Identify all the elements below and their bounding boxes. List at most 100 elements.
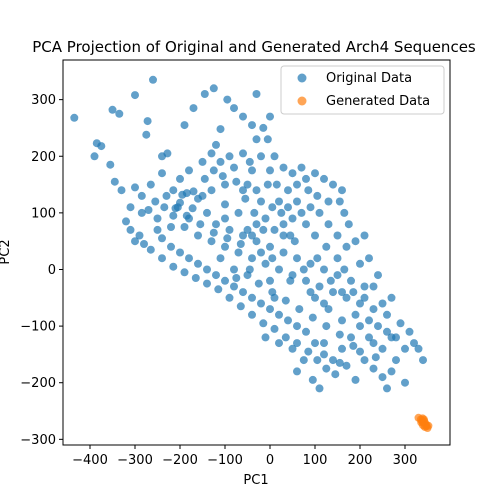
point-original-189 (181, 268, 189, 276)
point-original-83 (370, 305, 378, 313)
point-original-181 (271, 325, 279, 333)
point-original-31 (201, 90, 209, 98)
point-original-263 (273, 181, 281, 189)
chart-title: PCA Projection of Original and Generated… (32, 38, 476, 56)
point-original-196 (176, 175, 184, 183)
point-original-260 (199, 192, 207, 200)
x-tick-label: 200 (348, 453, 373, 468)
point-original-254 (327, 277, 335, 285)
point-original-104 (257, 300, 265, 308)
point-original-20 (210, 166, 218, 174)
x-tick-label: −200 (162, 453, 198, 468)
point-original-222 (419, 356, 427, 364)
point-original-148 (293, 198, 301, 206)
x-tick-label: 0 (266, 453, 274, 468)
point-original-133 (298, 209, 306, 217)
point-original-91 (374, 322, 382, 330)
point-original-110 (203, 266, 211, 274)
point-original-23 (239, 149, 247, 157)
point-original-255 (340, 266, 348, 274)
point-original-149 (284, 203, 292, 211)
point-original-73 (235, 249, 243, 257)
point-original-246 (268, 254, 276, 262)
point-original-176 (322, 365, 330, 373)
point-original-75 (262, 260, 270, 268)
point-original-200 (217, 158, 225, 166)
point-original-101 (284, 316, 292, 324)
point-original-236 (320, 300, 328, 308)
point-original-142 (345, 220, 353, 228)
point-original-271 (174, 203, 182, 211)
point-original-22 (226, 152, 234, 160)
point-original-71 (208, 237, 216, 245)
series-generated-data (415, 414, 433, 432)
point-original-259 (221, 181, 229, 189)
point-original-190 (169, 263, 177, 271)
point-original-221 (415, 345, 423, 353)
point-original-26 (230, 104, 238, 112)
point-original-141 (352, 237, 360, 245)
point-original-130 (325, 220, 333, 228)
point-original-105 (248, 294, 256, 302)
point-original-12 (158, 152, 166, 160)
point-original-99 (302, 328, 310, 336)
point-original-145 (325, 198, 333, 206)
point-original-113 (176, 249, 184, 257)
point-original-272 (163, 192, 171, 200)
point-original-275 (138, 209, 146, 217)
point-original-124 (320, 266, 328, 274)
point-original-39 (253, 135, 261, 143)
point-original-29 (217, 125, 225, 133)
point-original-52 (264, 181, 272, 189)
point-original-84 (383, 311, 391, 319)
point-original-103 (266, 305, 274, 313)
point-original-33 (181, 121, 189, 129)
series-original-data (70, 76, 427, 393)
point-original-54 (221, 200, 229, 208)
point-original-238 (388, 333, 396, 341)
point-original-146 (313, 192, 321, 200)
point-original-42 (239, 186, 247, 194)
plot-frame (63, 60, 450, 445)
point-original-1 (70, 114, 78, 122)
point-original-9 (91, 152, 99, 160)
point-original-199 (208, 149, 216, 157)
point-original-62 (111, 178, 119, 186)
point-original-8 (97, 142, 105, 150)
point-original-121 (280, 249, 288, 257)
point-original-102 (275, 311, 283, 319)
point-original-128 (343, 243, 351, 251)
point-original-106 (239, 288, 247, 296)
point-original-40 (248, 166, 256, 174)
point-original-98 (311, 339, 319, 347)
point-original-279 (183, 189, 191, 197)
point-original-127 (361, 283, 369, 291)
point-original-45 (284, 186, 292, 194)
point-original-65 (147, 181, 155, 189)
point-original-32 (190, 104, 198, 112)
point-original-112 (185, 254, 193, 262)
point-original-129 (334, 232, 342, 240)
point-original-69 (181, 223, 189, 231)
point-original-93 (356, 322, 364, 330)
point-original-100 (293, 322, 301, 330)
point-original-38 (264, 135, 272, 143)
point-original-241 (322, 243, 330, 251)
point-original-155 (379, 300, 387, 308)
legend-marker-generated (298, 97, 307, 106)
point-original-233 (275, 339, 283, 347)
point-original-261 (232, 178, 240, 186)
point-original-210 (230, 266, 238, 274)
point-original-276 (127, 203, 135, 211)
plot-area (70, 76, 432, 432)
point-original-72 (221, 243, 229, 251)
x-axis: −400 −300 −200 −100 0 100 200 300 (72, 445, 417, 468)
point-original-225 (352, 376, 360, 384)
point-original-242 (311, 232, 319, 240)
point-original-262 (253, 186, 261, 194)
point-original-204 (271, 152, 279, 160)
point-original-30 (210, 84, 218, 92)
point-original-211 (217, 254, 225, 262)
point-original-66 (151, 198, 159, 206)
point-original-27 (239, 113, 247, 121)
